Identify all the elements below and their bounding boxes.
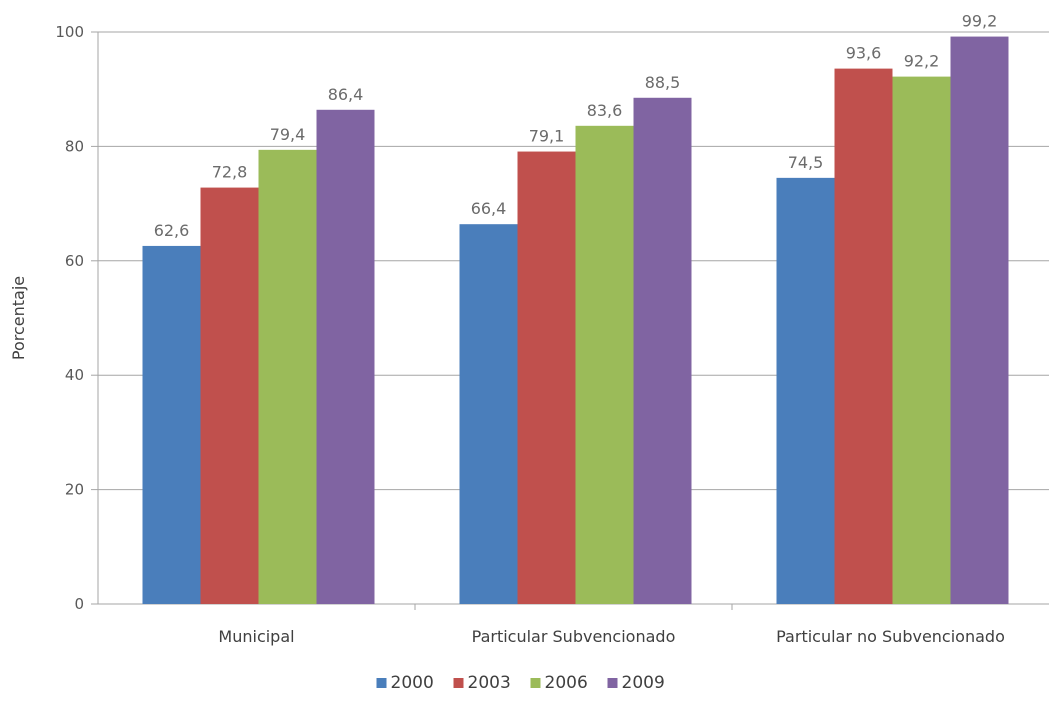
data-label-2006-0: 79,4 [270,125,306,144]
bar-2009-1 [633,97,692,604]
y-tick-label-0: 0 [74,595,84,613]
y-axis-label: Porcentaje [9,276,28,360]
legend-swatch-2003 [453,678,464,688]
bar-2006-0 [258,149,317,604]
bar-2003-2 [834,68,893,604]
data-label-2003-0: 72,8 [212,163,248,182]
data-label-2006-2: 92,2 [904,52,940,71]
bar-2000-0 [142,245,201,605]
bars [142,36,1009,605]
legend-item-2003: 2003 [453,673,511,693]
data-label-2006-1: 83,6 [587,101,623,120]
data-label-2003-2: 93,6 [846,44,882,63]
y-tick-label-60: 60 [65,252,84,270]
data-label-2009-0: 86,4 [328,85,364,104]
legend-label-2003: 2003 [468,673,511,693]
bar-2000-2 [776,177,835,605]
category-labels: Municipal Particular Subvencionado Particu… [218,627,1004,646]
data-label-2009-2: 99,2 [962,12,998,31]
y-tick-label-40: 40 [65,366,84,384]
data-label-2009-1: 88,5 [645,73,681,92]
legend-item-2009: 2009 [607,673,665,693]
data-label-2000-1: 66,4 [471,199,507,218]
bar-2009-2 [950,36,1009,605]
bar-2003-1 [517,151,576,604]
data-label-2000-0: 62,6 [154,221,190,240]
legend-label-2006: 2006 [545,673,588,693]
category-label-0: Municipal [218,627,294,646]
bar-2009-0 [316,109,375,605]
legend-item-2006: 2006 [530,673,588,693]
data-labels: 62,6 72,8 79,4 86,4 66,4 79,1 83,6 88,5 74,5 93,6… [154,12,998,240]
legend-swatch-2006 [530,678,541,688]
y-tick-label-20: 20 [65,481,84,499]
bar-2006-1 [575,125,634,605]
bar-2003-0 [200,187,259,605]
category-label-2: Particular no Subvencionado [776,627,1005,646]
data-label-2000-2: 74,5 [788,153,824,172]
y-tick-label-80: 80 [65,137,84,155]
legend-swatch-2009 [607,678,618,688]
legend-label-2009: 2009 [622,673,665,693]
bar-2000-1 [459,224,518,604]
legend-label-2000: 2000 [391,673,434,693]
category-label-1: Particular Subvencionado [472,627,676,646]
legend-item-2000: 2000 [376,673,434,693]
data-label-2003-1: 79,1 [529,127,565,146]
bar-2006-2 [892,76,951,605]
legend: 2000 2003 2006 2009 [376,673,665,693]
y-tick-label-100: 100 [55,23,84,41]
legend-swatch-2000 [376,678,387,688]
